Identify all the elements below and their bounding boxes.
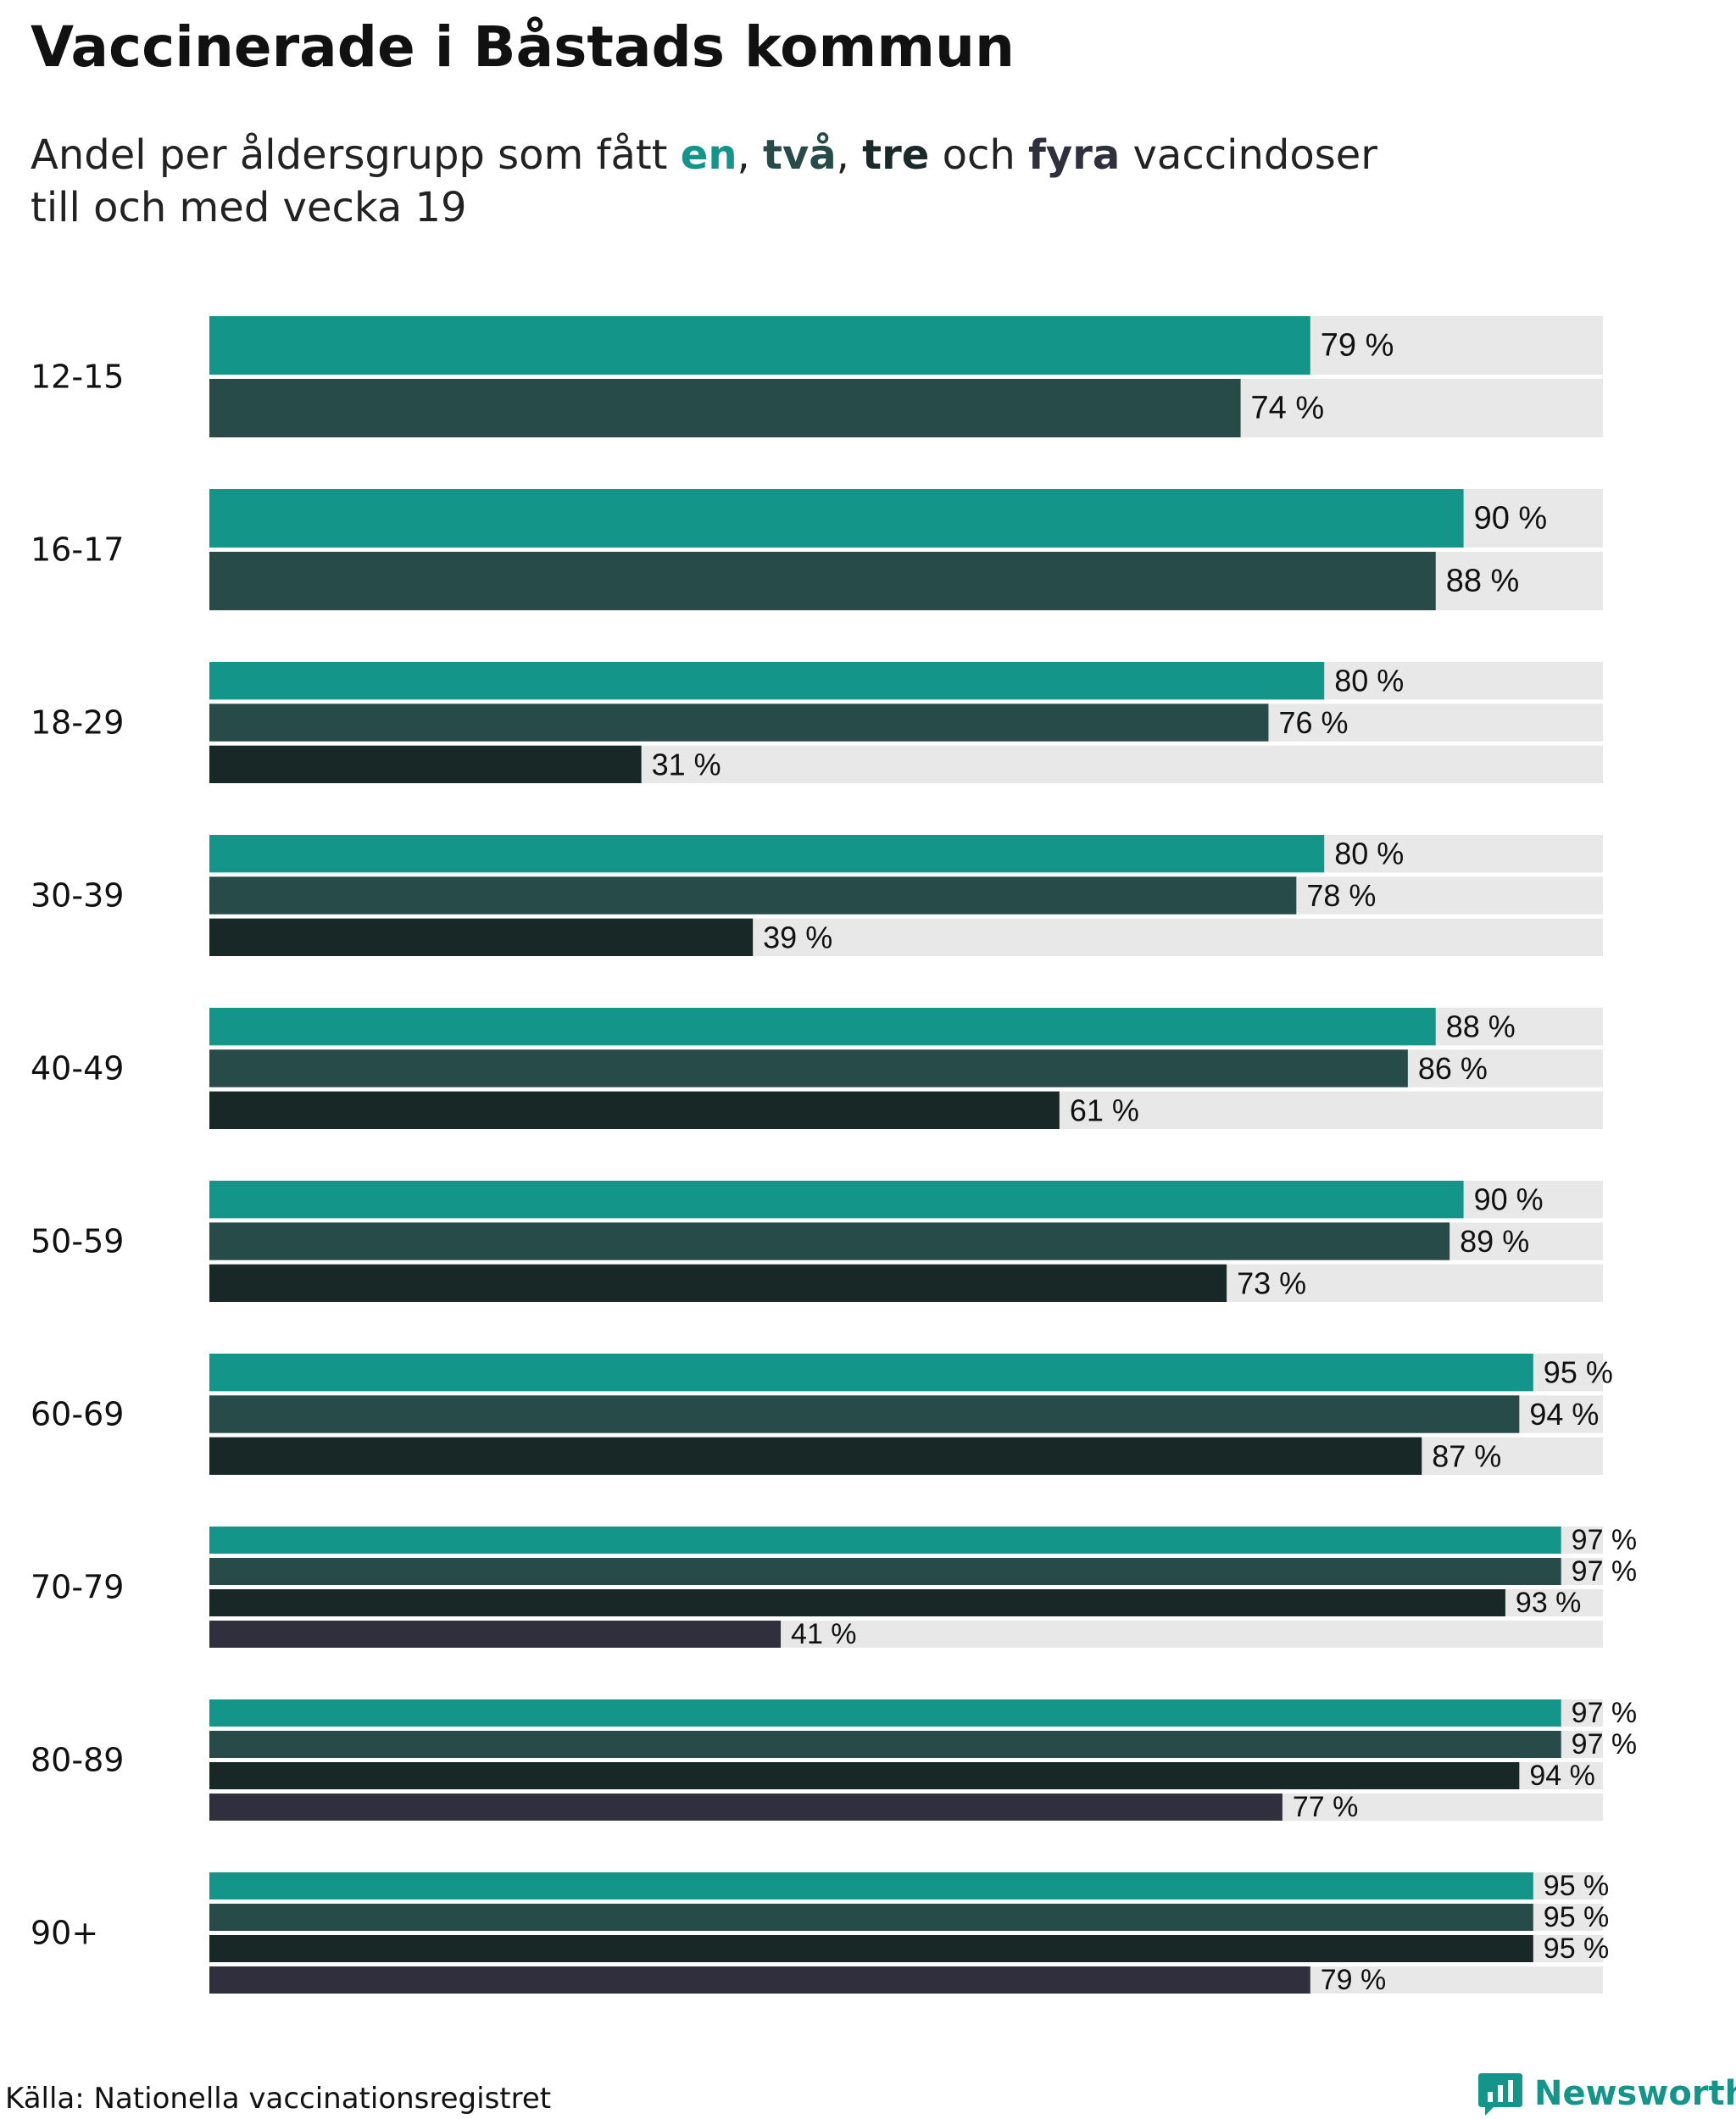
age-group-label: 18-29: [31, 704, 124, 742]
bar: [209, 1621, 782, 1648]
bar: [209, 662, 1325, 700]
bar: [209, 1049, 1408, 1087]
subtitle-text: Andel per åldersgrupp som fått: [31, 131, 681, 179]
subtitle-dose-three: tre: [862, 131, 930, 179]
bar: [209, 1794, 1283, 1821]
bar: [209, 1872, 1533, 1899]
bar: [209, 1731, 1561, 1758]
data-label: 88 %: [1446, 1009, 1516, 1044]
age-group-label: 70-79: [31, 1569, 124, 1606]
bar: [209, 1395, 1520, 1433]
bar: [209, 1437, 1422, 1475]
age-group-label: 60-69: [31, 1396, 124, 1433]
data-label: 93 %: [1516, 1587, 1582, 1619]
bar: [209, 1264, 1227, 1302]
bar-chart: 12-15 79 % 74 % 16-17 90 % 88 % 18-29 80 % 76 % 3…: [31, 316, 1638, 1996]
bar: [209, 1558, 1561, 1585]
brand-logo[interactable]: Newsworthy: [1477, 2068, 1736, 2119]
data-label: 87 %: [1432, 1438, 1501, 1473]
bar: [209, 379, 1241, 437]
data-label: 90 %: [1474, 501, 1548, 537]
subtitle-dose-four: fyra: [1028, 131, 1121, 179]
data-label: 97 %: [1572, 1555, 1638, 1588]
data-label: 88 %: [1446, 564, 1520, 599]
data-label: 79 %: [1321, 1964, 1387, 1996]
bar: [209, 1966, 1310, 1994]
data-label: 78 %: [1306, 878, 1376, 913]
subtitle-text: och: [929, 131, 1029, 179]
bar: [209, 745, 642, 783]
data-label: 39 %: [763, 920, 832, 954]
data-label: 80 %: [1334, 664, 1404, 698]
data-label: 89 %: [1460, 1224, 1529, 1259]
subtitle-line-two: till och med vecka 19: [31, 184, 467, 231]
subtitle-text: vaccindoser: [1120, 131, 1377, 179]
age-group-label: 50-59: [31, 1223, 124, 1260]
bar: [209, 1762, 1520, 1789]
bar: [209, 1354, 1533, 1392]
bar: [209, 1527, 1561, 1554]
bar: [209, 1091, 1060, 1129]
chart-title: Vaccinerade i Båstads kommun: [31, 14, 1015, 80]
bar: [209, 489, 1464, 548]
subtitle-dose-two: två: [763, 131, 837, 179]
bar: [209, 1181, 1464, 1219]
data-label: 73 %: [1237, 1265, 1306, 1300]
bar: [209, 1222, 1450, 1260]
chart-subtitle: Andel per åldersgrupp som fått en, två, …: [31, 129, 1556, 234]
data-label: 94 %: [1529, 1397, 1599, 1432]
data-label: 94 %: [1529, 1760, 1595, 1792]
data-label: 41 %: [791, 1618, 857, 1650]
source-note: Källa: Nationella vaccinationsregistret: [5, 2082, 552, 2116]
data-label: 95 %: [1544, 1870, 1610, 1902]
data-label: 79 %: [1321, 328, 1394, 364]
subtitle-dose-one: en: [680, 131, 737, 179]
data-label: 97 %: [1572, 1524, 1638, 1556]
brand-name: Newsworthy: [1534, 2074, 1736, 2113]
data-label: 86 %: [1418, 1051, 1488, 1086]
bar: [209, 552, 1436, 610]
data-label: 31 %: [652, 747, 721, 781]
data-label: 95 %: [1544, 1355, 1613, 1390]
age-group-label: 40-49: [31, 1050, 124, 1087]
data-label: 80 %: [1334, 837, 1404, 871]
bar: [209, 1935, 1533, 1962]
subtitle-separator: ,: [737, 131, 764, 179]
data-label: 95 %: [1544, 1933, 1610, 1965]
age-group-label: 16-17: [31, 531, 124, 569]
bar: [209, 876, 1297, 915]
age-group-label: 90+: [31, 1915, 98, 1952]
subtitle-separator: ,: [836, 131, 863, 179]
data-label: 77 %: [1293, 1791, 1359, 1823]
data-label: 76 %: [1278, 705, 1348, 740]
data-label: 61 %: [1070, 1093, 1139, 1127]
age-group-label: 12-15: [31, 359, 124, 396]
age-group-label: 30-39: [31, 877, 124, 915]
bar: [209, 1589, 1505, 1616]
bar: [209, 1008, 1436, 1046]
data-label: 97 %: [1572, 1697, 1638, 1729]
newsworthy-logo-icon: [1478, 2073, 1522, 2116]
bar: [209, 704, 1269, 742]
bar: [209, 1699, 1561, 1727]
bar: [209, 1904, 1533, 1931]
age-group-label: 80-89: [31, 1742, 124, 1779]
data-label: 74 %: [1251, 391, 1325, 426]
bar: [209, 918, 754, 956]
data-label: 90 %: [1474, 1182, 1544, 1217]
bar: [209, 316, 1310, 375]
data-label: 95 %: [1544, 1901, 1610, 1933]
data-label: 97 %: [1572, 1728, 1638, 1760]
bar: [209, 835, 1325, 873]
